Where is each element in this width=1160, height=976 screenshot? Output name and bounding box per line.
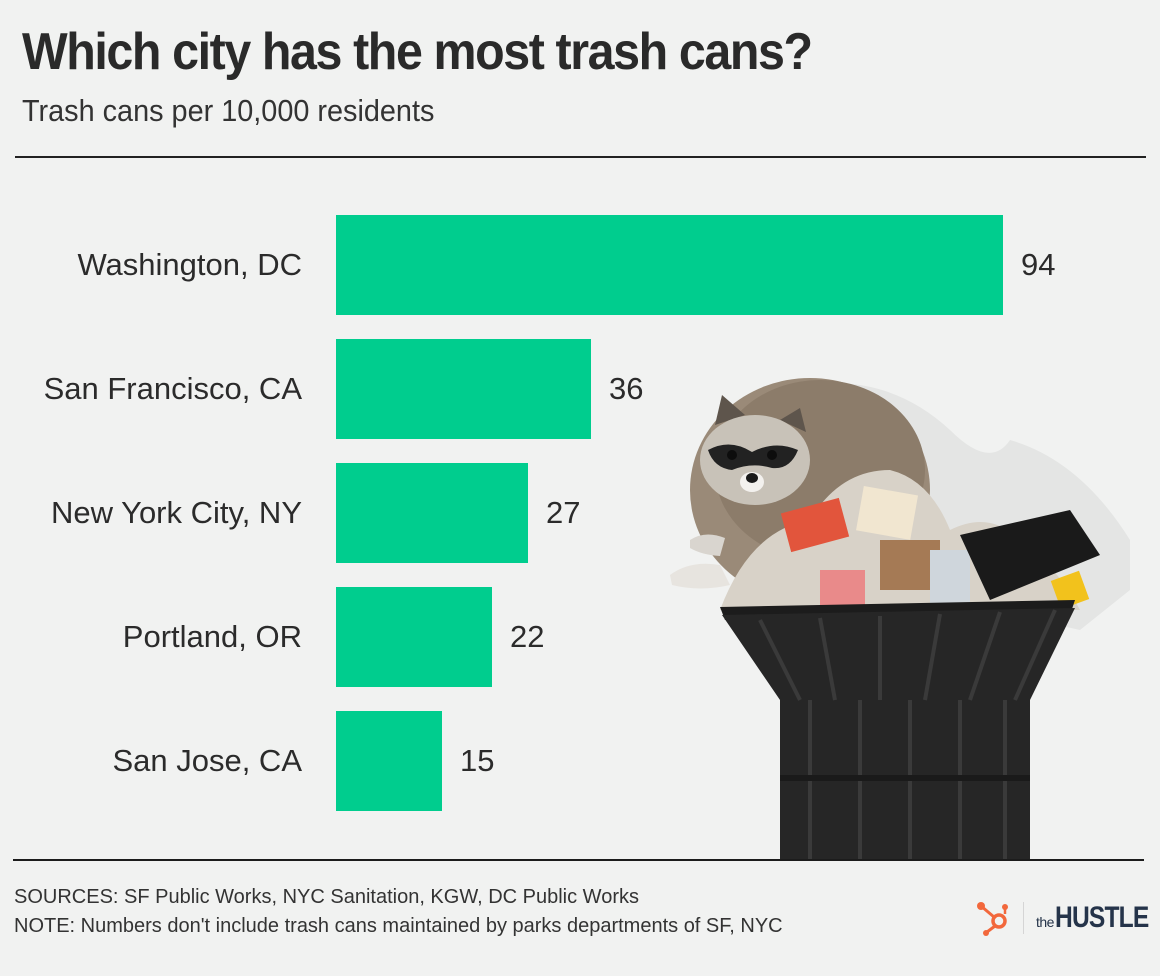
the-hustle-logo: the HUSTLE	[975, 898, 1160, 938]
logo-separator	[1023, 902, 1024, 934]
sources-text: SOURCES: SF Public Works, NYC Sanitation…	[14, 886, 639, 908]
chart-subtitle: Trash cans per 10,000 residents	[22, 93, 435, 128]
category-label: New York City, NY	[51, 495, 302, 530]
bar	[336, 587, 492, 687]
bar-row: Portland, OR 22	[0, 587, 1160, 687]
logo-the-text: the	[1036, 914, 1054, 930]
category-label: San Francisco, CA	[43, 371, 302, 406]
bar-row: San Jose, CA 15	[0, 711, 1160, 811]
bar	[336, 711, 442, 811]
category-label: San Jose, CA	[112, 743, 302, 778]
value-label: 15	[460, 743, 495, 778]
value-label: 94	[1021, 247, 1056, 282]
note-text: NOTE: Numbers don't include trash cans m…	[14, 915, 783, 937]
bottom-divider	[13, 859, 1144, 861]
bar-row: Washington, DC 94	[0, 215, 1160, 315]
bar	[336, 463, 528, 563]
value-label: 27	[546, 495, 581, 530]
category-label: Washington, DC	[77, 247, 302, 282]
logo-hustle-text: HUSTLE	[1054, 901, 1149, 934]
value-label: 36	[609, 371, 644, 406]
bar-row: San Francisco, CA 36	[0, 339, 1160, 439]
category-label: Portland, OR	[122, 619, 302, 654]
chart-title: Which city has the most trash cans?	[22, 23, 813, 81]
bar-row: New York City, NY 27	[0, 463, 1160, 563]
hubspot-sprocket-icon	[977, 902, 1008, 936]
value-label: 22	[510, 619, 545, 654]
bar	[336, 339, 591, 439]
raccoon-trash-can-illustration	[670, 378, 1130, 860]
top-divider	[15, 156, 1146, 158]
bar	[336, 215, 1003, 315]
